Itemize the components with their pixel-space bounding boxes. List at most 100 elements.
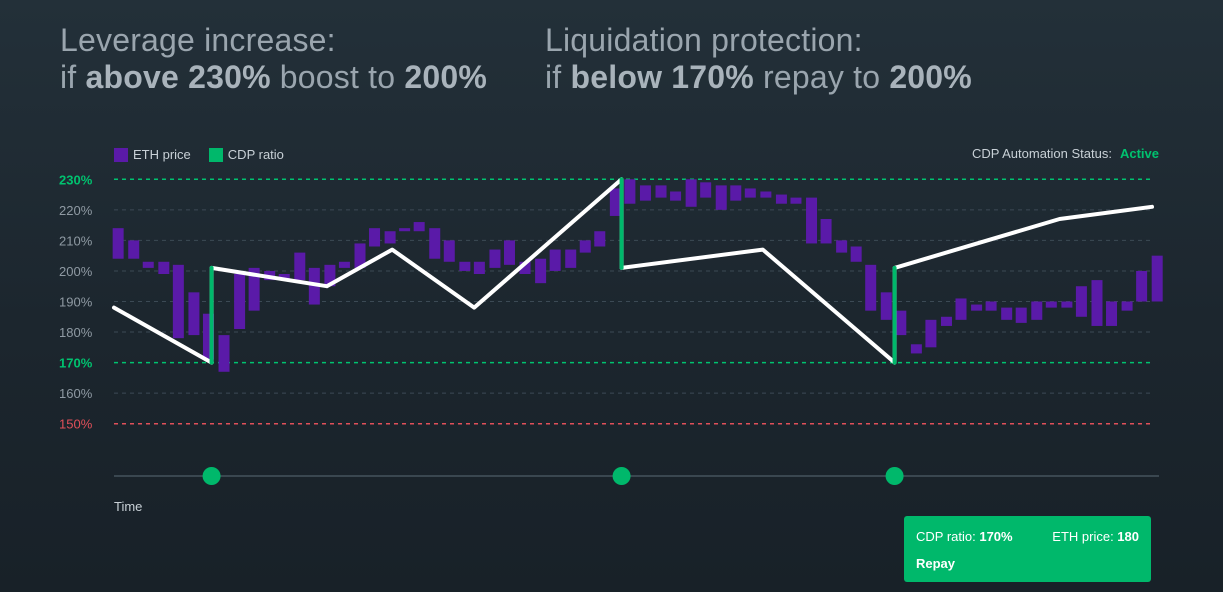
eth-price-bar	[399, 228, 411, 232]
eth-price-bar	[639, 185, 651, 201]
eth-price-bar	[473, 261, 485, 274]
eth-price-bar	[925, 319, 937, 348]
automation-status: CDP Automation Status: Active	[972, 146, 1159, 161]
eth-price-bar	[188, 292, 200, 336]
eth-price-bar	[624, 179, 636, 204]
rule-text: if	[545, 59, 571, 95]
eth-price-bar	[1151, 255, 1163, 302]
timeline-event-marker	[202, 467, 221, 485]
eth-price-bar	[158, 261, 170, 274]
eth-price-bar	[850, 246, 862, 262]
x-axis-label: Time	[114, 499, 143, 514]
eth-price-bar	[609, 188, 621, 216]
eth-price-bar	[836, 240, 848, 253]
eth-price-bar	[760, 191, 772, 198]
eth-price-bar	[806, 197, 818, 244]
headline-leverage: Leverage increase: if above 230% boost t…	[60, 22, 487, 96]
eth-price-bar	[895, 310, 907, 336]
rule-target: 200%	[404, 59, 488, 95]
eth-price-bar	[955, 298, 967, 320]
eth-price-bar	[565, 249, 577, 268]
eth-price-bar	[985, 301, 997, 311]
legend-cdp-label: CDP ratio	[227, 147, 284, 162]
eth-price-bar	[294, 252, 306, 281]
legend-eth-label: ETH price	[133, 147, 191, 162]
eth-price-swatch	[114, 147, 128, 162]
eth-price-bar	[1075, 286, 1087, 317]
eth-price-bar	[1045, 301, 1057, 308]
eth-price-bar	[384, 231, 396, 244]
y-tick-label: 190%	[59, 295, 93, 310]
y-tick-label: 150%	[59, 417, 93, 432]
eth-price-bar	[1136, 270, 1148, 302]
eth-price-bar	[549, 249, 561, 271]
status-label: CDP Automation Status:	[972, 146, 1112, 161]
eth-price-bar	[579, 240, 591, 253]
eth-price-bar	[218, 335, 230, 372]
eth-price-bar	[1061, 301, 1073, 308]
chart-legend: ETH price CDP ratio	[114, 147, 284, 162]
y-tick-label: 170%	[59, 356, 93, 371]
eth-price-bar	[338, 261, 350, 268]
eth-price-bar	[744, 188, 756, 198]
eth-price-bar	[655, 185, 667, 198]
headline-liquidation-title: Liquidation protection:	[545, 22, 863, 58]
eth-price-bar	[503, 240, 515, 265]
eth-price-bar	[865, 264, 877, 311]
rule-target: 200%	[889, 59, 972, 95]
eth-price-bar	[1106, 301, 1118, 326]
eth-price-bar	[940, 316, 952, 326]
eth-price-bar	[234, 274, 246, 329]
event-info-card: CDP ratio: 170% ETH price: 180 Repay	[904, 516, 1151, 582]
rule-text: if	[60, 59, 86, 95]
y-tick-label: 210%	[59, 233, 93, 248]
eth-price-bar	[248, 267, 260, 311]
eth-price-bar	[1001, 307, 1013, 320]
info-card-values: CDP ratio: 170% ETH price: 180	[916, 529, 1139, 544]
info-price: ETH price: 180	[1052, 529, 1139, 544]
info-price-label: ETH price:	[1052, 529, 1118, 544]
rule-threshold: below 170%	[570, 59, 754, 95]
eth-price-bar	[413, 222, 425, 232]
eth-price-bar	[519, 261, 531, 274]
eth-price-bar	[880, 292, 892, 320]
info-action: Repay	[916, 556, 956, 571]
eth-price-bar	[459, 261, 471, 271]
eth-price-bar	[971, 304, 983, 311]
eth-price-bar	[1015, 307, 1027, 323]
legend-item-cdp: CDP ratio	[208, 147, 284, 162]
rule-threshold: above 230%	[85, 59, 271, 95]
status-badge: Active	[1119, 146, 1159, 161]
eth-price-bar	[202, 313, 214, 360]
eth-price-bar	[142, 261, 154, 268]
eth-price-bar	[354, 243, 366, 268]
y-tick-label: 230%	[59, 172, 93, 187]
eth-price-bar	[730, 185, 742, 201]
eth-price-bar	[790, 197, 802, 204]
eth-price-bar	[278, 274, 290, 281]
y-tick-label: 200%	[59, 264, 93, 279]
eth-price-bar	[324, 264, 336, 287]
info-ratio-label: CDP ratio:	[916, 529, 980, 544]
eth-price-bar	[112, 228, 124, 259]
eth-price-bar	[775, 194, 787, 204]
timeline-event-marker	[885, 467, 904, 485]
eth-price-bar	[535, 258, 547, 284]
eth-price-bar	[489, 249, 501, 268]
info-ratio-value: 170%	[979, 529, 1013, 544]
eth-price-bar	[594, 231, 606, 247]
info-ratio: CDP ratio: 170%	[916, 529, 1013, 544]
eth-price-bar	[172, 264, 184, 339]
headline-liquidation: Liquidation protection: if below 170% re…	[545, 22, 972, 96]
headline-leverage-title: Leverage increase:	[60, 22, 336, 58]
eth-price-bar	[1031, 301, 1043, 320]
eth-price-bar	[820, 219, 832, 244]
y-tick-label: 180%	[59, 325, 93, 340]
info-price-value: 180	[1117, 529, 1139, 544]
y-tick-label: 220%	[59, 203, 93, 218]
eth-price-bar	[369, 228, 381, 247]
eth-price-bar	[429, 228, 441, 259]
cdp-ratio-swatch	[208, 147, 223, 162]
eth-price-bar	[128, 240, 140, 259]
